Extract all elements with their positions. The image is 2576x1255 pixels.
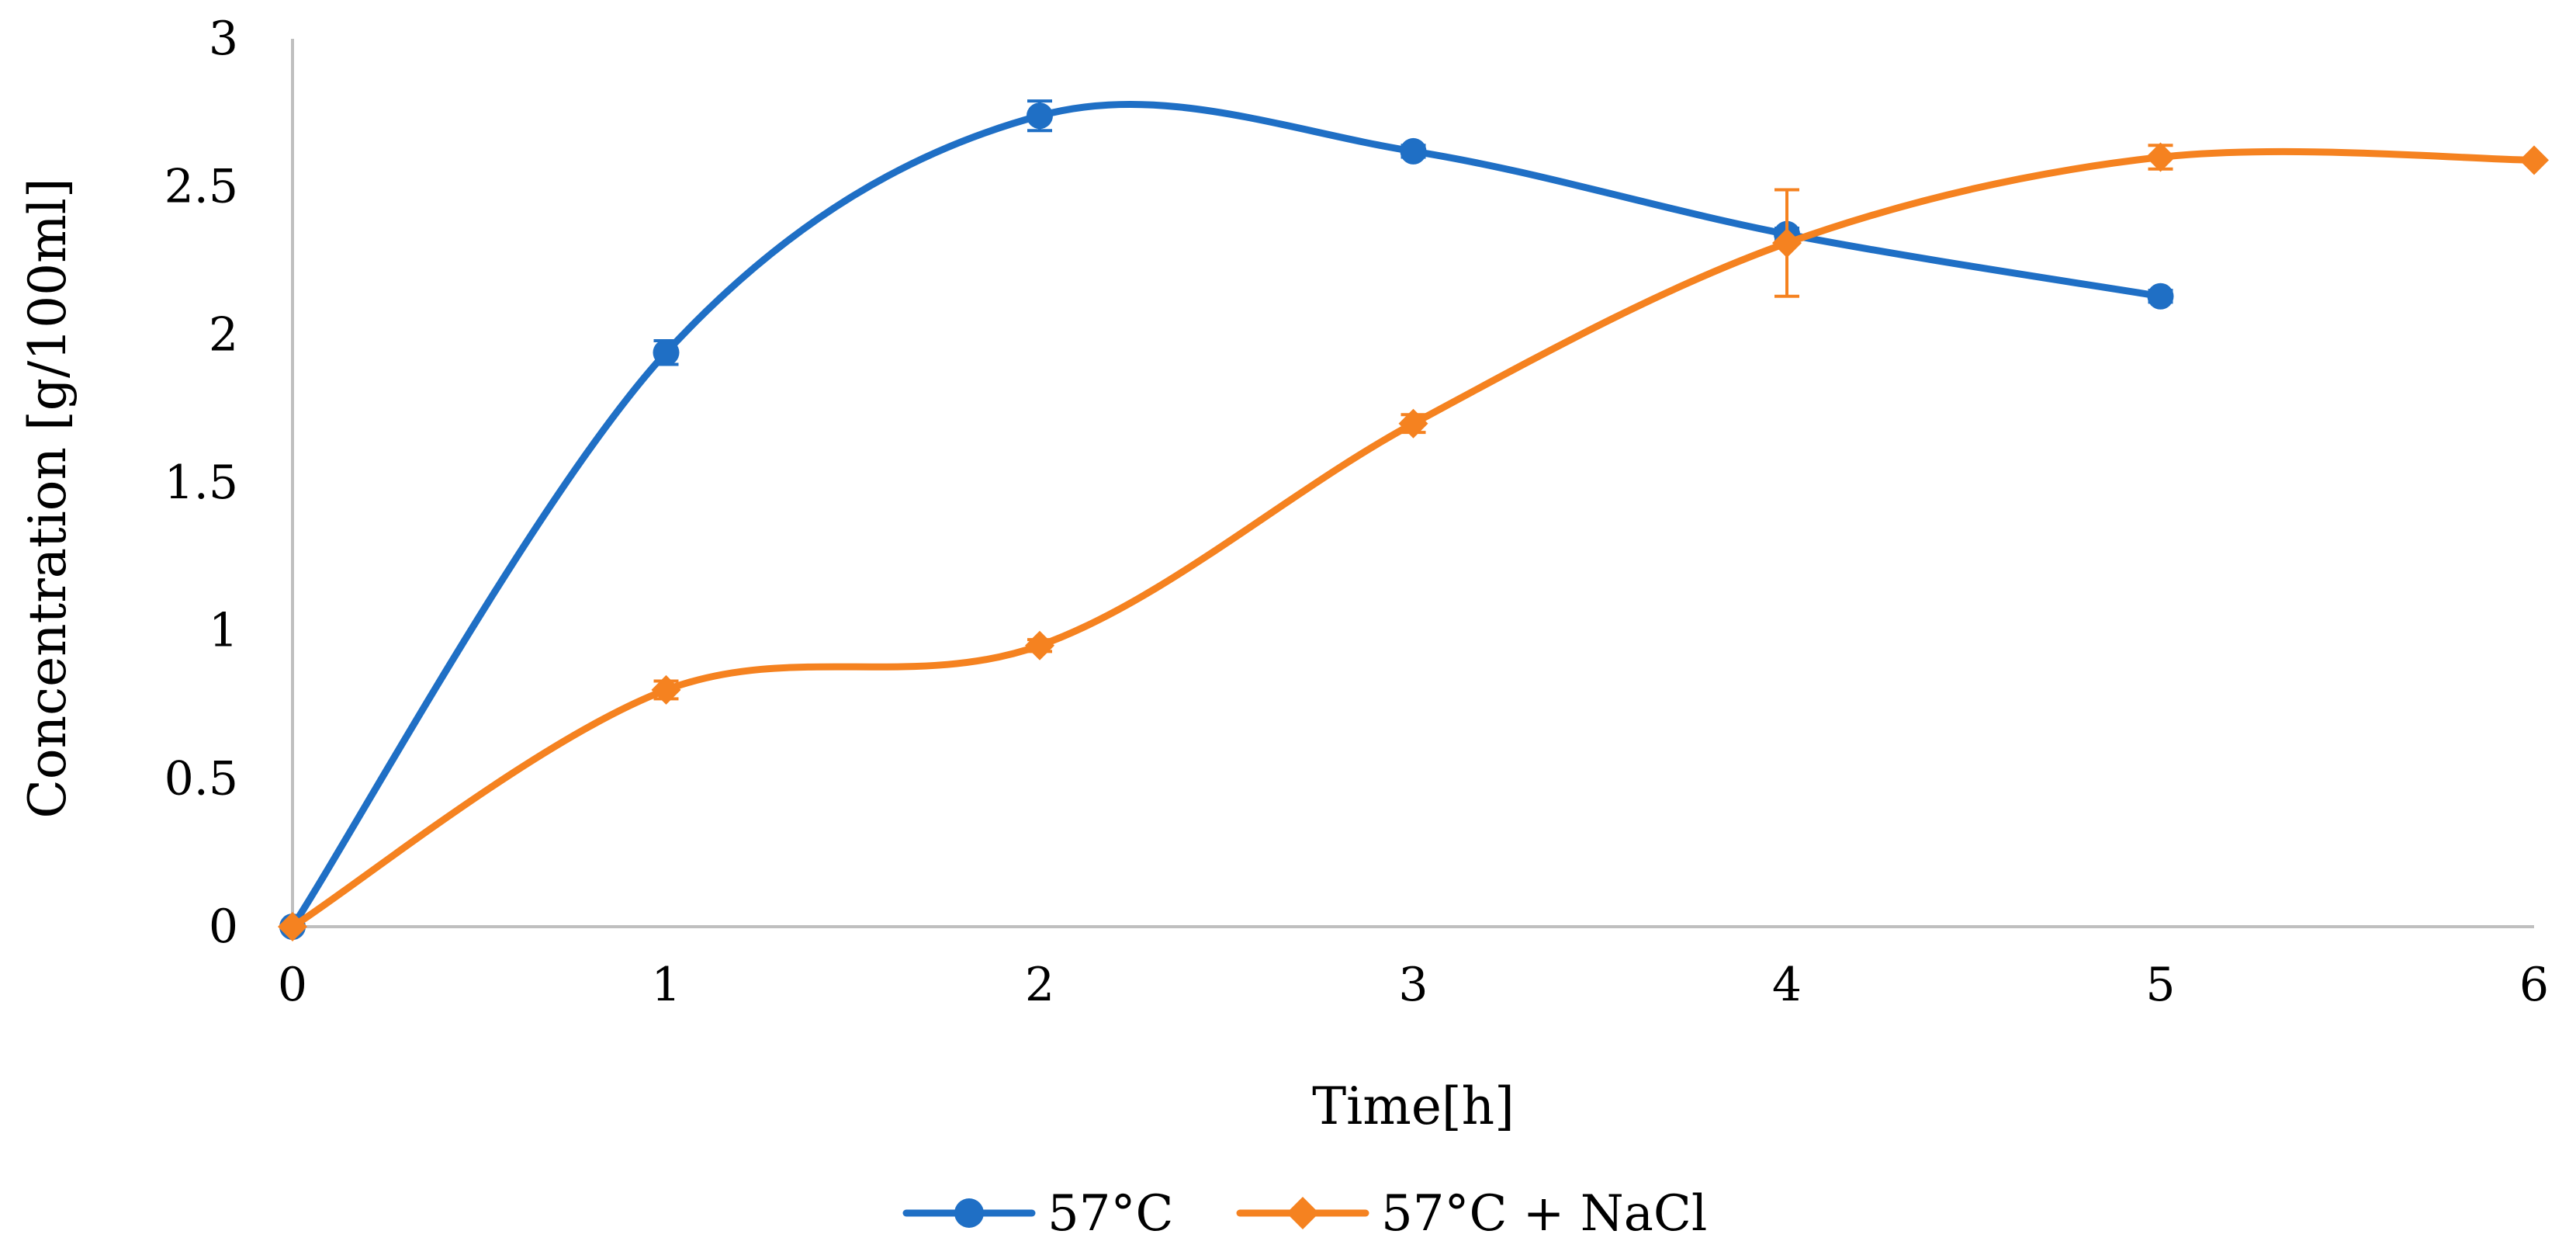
x-tick-label: 4 (1772, 958, 1802, 1012)
x-tick-label: 6 (2519, 958, 2549, 1012)
data-point (2145, 142, 2176, 172)
y-tick-label: 1.5 (164, 456, 238, 510)
data-point (1772, 228, 1802, 258)
y-tick-label: 2.5 (164, 160, 238, 214)
data-point (2147, 283, 2174, 310)
legend-item: 57°C + NaCl (1236, 1185, 1707, 1243)
series-1 (279, 99, 2174, 940)
y-tick-label: 0 (209, 900, 238, 954)
x-tick-label: 1 (651, 958, 680, 1012)
y-axis-title: Concentration [g/100ml] (18, 178, 78, 818)
data-point (1025, 630, 1054, 660)
axes: 0 1 2 3 4 5 6 0 0.5 1 1.5 2 2.5 3 (164, 12, 2550, 1012)
legend-label: 57°C (1047, 1185, 1173, 1243)
legend: 57°C 57°C + NaCl (902, 1185, 1707, 1243)
series-layer (278, 99, 2549, 941)
y-tick-label: 0.5 (164, 751, 238, 806)
legend-marker (1286, 1197, 1319, 1229)
y-tick-label: 2 (209, 307, 238, 362)
x-tick-label: 0 (278, 958, 307, 1012)
y-tick-label: 1 (209, 604, 238, 658)
x-tick-label: 5 (2145, 958, 2175, 1012)
legend-item: 57°C (902, 1185, 1173, 1243)
data-point (1400, 137, 1427, 165)
data-point (278, 912, 307, 941)
data-point (653, 339, 680, 366)
x-tick-label: 2 (1025, 958, 1054, 1012)
legend-marker (954, 1198, 984, 1228)
series-line (289, 147, 2538, 931)
data-point (1398, 408, 1428, 439)
legend-label: 57°C + NaCl (1381, 1185, 1707, 1243)
series-line (289, 101, 2164, 931)
x-tick-label: 3 (1398, 958, 1428, 1012)
y-tick-label: 3 (209, 12, 238, 66)
data-point (1027, 102, 1053, 130)
series-2 (278, 142, 2549, 941)
data-point (651, 674, 681, 705)
data-point (2519, 145, 2549, 175)
x-axis-title: Time[h] (1312, 1076, 1515, 1136)
